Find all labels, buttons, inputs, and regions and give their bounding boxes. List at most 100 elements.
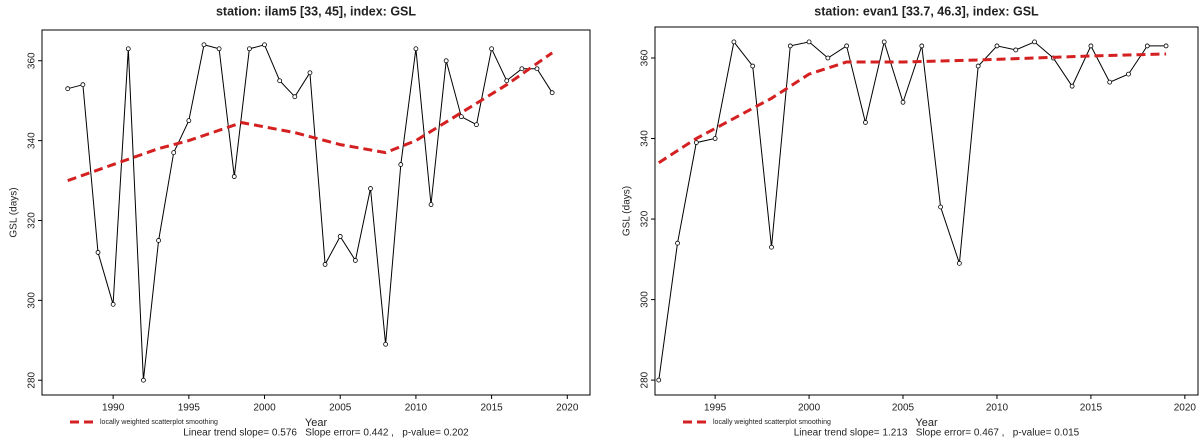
data-line bbox=[658, 39, 1167, 381]
data-point bbox=[975, 63, 981, 69]
y-tick-label: 280 bbox=[640, 371, 651, 388]
data-point bbox=[1088, 43, 1094, 49]
data-point bbox=[919, 43, 925, 49]
data-point bbox=[675, 240, 680, 246]
data-point bbox=[994, 43, 1000, 49]
legend-label: locally weighted scatterplot smoothing bbox=[713, 419, 831, 426]
plot-frame bbox=[654, 26, 1199, 396]
data-point bbox=[1163, 43, 1169, 49]
x-tick-label: 2010 bbox=[405, 403, 428, 414]
data-point bbox=[156, 238, 161, 243]
data-point bbox=[549, 90, 555, 96]
x-tick-label: 2005 bbox=[892, 403, 915, 414]
data-point bbox=[368, 186, 373, 191]
data-point bbox=[1144, 43, 1150, 49]
x-axis-label: Year bbox=[915, 417, 938, 429]
legend-label: locally weighted scatterplot smoothing bbox=[100, 419, 218, 426]
data-point bbox=[787, 43, 793, 49]
data-point bbox=[322, 262, 328, 267]
annotation: Linear trend slope= 0.576 Slope error= 0… bbox=[183, 428, 469, 439]
data-point bbox=[693, 140, 699, 145]
y-tick-label: 300 bbox=[640, 291, 651, 308]
data-point bbox=[186, 118, 192, 124]
data-point bbox=[246, 46, 252, 52]
data-point bbox=[474, 122, 479, 128]
data-point bbox=[65, 86, 71, 92]
plot-frame bbox=[41, 29, 591, 396]
data-point bbox=[844, 43, 850, 49]
data-point bbox=[216, 46, 222, 52]
data-point bbox=[141, 377, 146, 383]
y-axis-label: GSL (days) bbox=[622, 186, 633, 236]
data-point bbox=[956, 260, 962, 266]
data-line bbox=[67, 44, 553, 381]
data-point bbox=[231, 174, 237, 179]
chart: station: evan1 [33.7, 46.3], index: GSL 2… bbox=[622, 4, 1199, 439]
y-tick-label: 300 bbox=[27, 292, 38, 309]
annotation: Linear trend slope= 1.213 Slope error= 0… bbox=[794, 428, 1080, 439]
x-tick-label: 2000 bbox=[798, 403, 821, 414]
y-tick-label: 340 bbox=[27, 132, 38, 149]
data-point bbox=[398, 162, 404, 167]
data-point bbox=[881, 39, 887, 45]
x-tick-label: 2020 bbox=[1174, 403, 1197, 414]
y-tick-label: 320 bbox=[640, 210, 651, 227]
data-point bbox=[504, 78, 510, 84]
x-tick-label: 2020 bbox=[556, 403, 579, 414]
data-point bbox=[277, 78, 283, 84]
chart: station: ilam5 [33, 45], index: GSL 280 30… bbox=[9, 4, 591, 439]
data-point bbox=[337, 234, 343, 239]
data-point bbox=[900, 99, 906, 105]
data-point bbox=[352, 258, 358, 263]
x-tick-label: 2005 bbox=[329, 403, 352, 414]
y-tick-label: 360 bbox=[640, 49, 651, 66]
data-point bbox=[125, 46, 131, 52]
y-tick-label: 280 bbox=[27, 371, 38, 388]
data-point bbox=[110, 301, 116, 307]
data-point bbox=[750, 63, 756, 69]
data-point bbox=[806, 39, 812, 45]
data-point bbox=[1126, 71, 1131, 77]
data-point bbox=[656, 377, 662, 383]
y-axis-label: GSL (days) bbox=[9, 187, 20, 237]
x-tick-label: 2010 bbox=[986, 403, 1009, 414]
y-tick-label: 340 bbox=[640, 130, 651, 147]
y-tick-label: 320 bbox=[27, 212, 38, 229]
data-point bbox=[863, 120, 868, 125]
x-tick-label: 2000 bbox=[253, 403, 276, 414]
data-point bbox=[489, 46, 495, 52]
data-point bbox=[712, 136, 718, 141]
x-tick-label: 1995 bbox=[704, 403, 727, 414]
x-tick-label: 2015 bbox=[1080, 403, 1103, 414]
data-point bbox=[769, 244, 774, 250]
data-point bbox=[1069, 83, 1075, 89]
x-tick-label: 1995 bbox=[178, 403, 201, 414]
x-tick-label: 2015 bbox=[480, 403, 503, 414]
data-point bbox=[95, 250, 101, 255]
data-point bbox=[262, 42, 267, 48]
data-point bbox=[428, 202, 434, 207]
data-point bbox=[443, 58, 449, 64]
data-point bbox=[292, 94, 298, 100]
data-point bbox=[201, 42, 207, 48]
smooth-line bbox=[67, 51, 554, 183]
x-tick-label: 1990 bbox=[102, 403, 125, 414]
data-point bbox=[938, 204, 943, 210]
data-point bbox=[534, 66, 540, 72]
data-point bbox=[825, 55, 831, 61]
data-point bbox=[519, 66, 525, 72]
smooth-line bbox=[657, 52, 1167, 164]
data-point bbox=[171, 150, 177, 155]
chart-title: station: evan1 [33.7, 46.3], index: GSL bbox=[814, 4, 1039, 18]
data-point bbox=[413, 46, 419, 52]
data-point bbox=[1107, 79, 1113, 85]
x-axis-label: Year bbox=[305, 417, 328, 429]
data-point bbox=[731, 39, 737, 45]
chart-title: station: ilam5 [33, 45], index: GSL bbox=[216, 4, 416, 18]
data-point bbox=[1013, 47, 1019, 53]
data-point bbox=[458, 114, 464, 120]
y-tick-label: 360 bbox=[27, 52, 38, 69]
data-point bbox=[80, 82, 86, 88]
data-point bbox=[383, 341, 389, 347]
